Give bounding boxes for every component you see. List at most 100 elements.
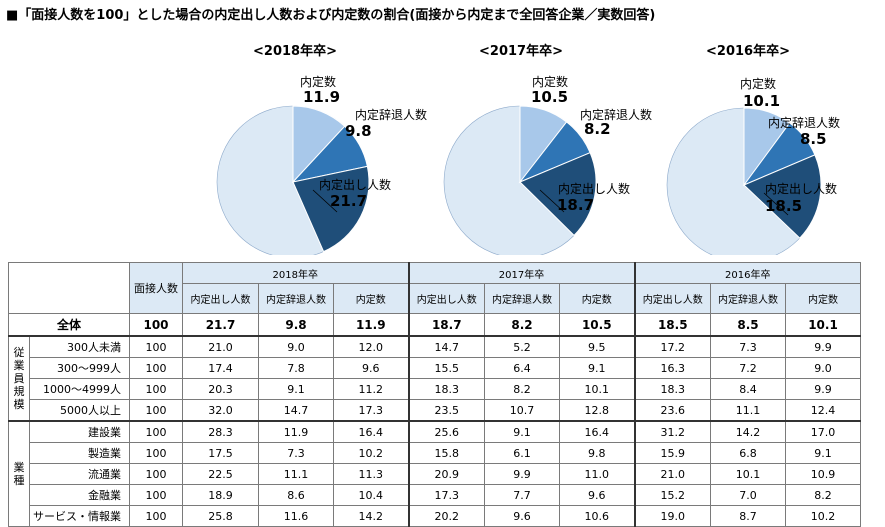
table-cell: 100 <box>129 463 183 485</box>
table-cell: 10.9 <box>785 463 861 485</box>
row-label: 300～999人 <box>29 357 130 379</box>
table-cell: 28.3 <box>182 420 259 443</box>
table-cell: 9.6 <box>559 484 635 506</box>
table-cell: 31.2 <box>633 420 711 443</box>
table-cell: 15.2 <box>633 484 711 506</box>
table-cell: 11.2 <box>333 378 409 400</box>
table-cell: 21.0 <box>182 335 259 358</box>
table-row: 1000～4999人 100 20.3 9.1 11.2 18.3 8.2 10.1 18.3 8… <box>9 378 861 400</box>
table-cell: 8.4 <box>710 378 786 400</box>
table-cell: 20.2 <box>407 505 485 527</box>
table-cell: 17.3 <box>407 484 485 506</box>
leader-line <box>763 192 789 216</box>
pie-chart-2016: <2016年卒> 内定数 10.1 内定辞退人数 8.5 内定出し人数 18.5 <box>648 40 848 255</box>
label-jitai-2016: 内定辞退人数 <box>768 116 841 130</box>
table-cell: 11.6 <box>258 505 334 527</box>
label-jitai-2018: 内定辞退人数 <box>355 108 428 122</box>
group-label: 業種 <box>8 420 30 527</box>
table-cell: 6.1 <box>484 442 560 464</box>
table-cell: 9.9 <box>785 335 861 358</box>
table-cell: 8.5 <box>710 313 786 337</box>
table-cell: 11.1 <box>710 399 786 422</box>
table-cell: 16.4 <box>333 420 409 443</box>
label-dashi-2018: 内定出し人数 <box>319 178 392 192</box>
table-row: 5000人以上 100 32.0 14.7 17.3 23.5 10.7 12.8 23.6 11… <box>9 399 861 422</box>
table-cell: 7.0 <box>710 484 786 506</box>
label-naitei-2017: 内定数 <box>532 75 569 89</box>
pie-svg-2018 <box>216 105 370 255</box>
table-cell: 21.0 <box>633 463 711 485</box>
pie-svg-2016 <box>666 107 822 255</box>
table-cell: 100 <box>129 505 183 527</box>
table-cell: 8.2 <box>484 313 560 337</box>
table-cell: 17.4 <box>182 357 259 379</box>
header-mensetsu: 面接人数 <box>129 262 183 314</box>
group-size: 従業員規模 300人未満 100 21.0 9.0 12.0 14.7 5.2 9.5 17.2 7… <box>8 335 861 422</box>
table-row-total: 全体 100 21.7 9.8 11.9 18.7 8.2 10.5 18.5 … <box>8 313 861 337</box>
value-dashi-2018: 21.7 <box>330 192 368 210</box>
header-col-dashi: 内定出し人数 <box>182 283 259 314</box>
table-cell: 10.4 <box>333 484 409 506</box>
slice-dashi <box>519 152 597 237</box>
table-cell: 8.7 <box>710 505 786 527</box>
table-cell: 14.7 <box>407 335 485 358</box>
table-row: 従業員規模 300人未満 100 21.0 9.0 12.0 14.7 5.2 9.5 17.2 7… <box>8 335 861 422</box>
table-cell: 9.1 <box>484 420 560 443</box>
group-industry: 業種 建設業 100 28.3 11.9 16.4 25.6 9.1 16.4 31.2 14.2 1… <box>8 420 861 527</box>
header-col-dashi: 内定出し人数 <box>407 283 485 314</box>
table-cell: 23.6 <box>633 399 711 422</box>
table-cell: 10.2 <box>785 505 861 527</box>
table-cell: 9.8 <box>559 442 635 464</box>
pie-title-2016: <2016年卒> <box>706 44 790 59</box>
leader-line <box>539 189 565 213</box>
row-label: 1000～4999人 <box>29 378 130 400</box>
header-col-naitei: 内定数 <box>785 283 861 314</box>
table-cell: 8.2 <box>484 378 560 400</box>
table-cell: 6.8 <box>710 442 786 464</box>
table-cell: 9.5 <box>559 335 635 358</box>
table-cell: 32.0 <box>182 399 259 422</box>
table-cell: 9.0 <box>785 357 861 379</box>
table-cell: 100 <box>129 313 183 337</box>
table-cell: 14.7 <box>258 399 334 422</box>
table-cell: 9.6 <box>484 505 560 527</box>
leader-line <box>312 189 338 213</box>
header-row-years: 面接人数 2018年卒 2017年卒 2016年卒 <box>8 262 861 314</box>
table-cell: 22.5 <box>182 463 259 485</box>
label-jitai-2017: 内定辞退人数 <box>580 108 653 122</box>
table-cell: 10.1 <box>710 463 786 485</box>
table-row: サービス・情報業 100 25.8 11.6 14.2 20.2 9.6 10.6 19.0 8.… <box>9 505 861 527</box>
table-cell: 9.1 <box>785 442 861 464</box>
table-cell: 11.9 <box>258 420 334 443</box>
table-cell: 5.2 <box>484 335 560 358</box>
table-cell: 11.3 <box>333 463 409 485</box>
table-cell: 100 <box>129 442 183 464</box>
table-cell: 9.6 <box>333 357 409 379</box>
table-cell: 7.3 <box>258 442 334 464</box>
label-naitei-2018: 内定数 <box>300 75 337 89</box>
table-row: 金融業 100 18.9 8.6 10.4 17.3 7.7 9.6 15.2 7.0 8.2 <box>9 484 861 506</box>
table-cell: 17.5 <box>182 442 259 464</box>
row-label: 流通業 <box>29 463 130 485</box>
table-row: 業種 建設業 100 28.3 11.9 16.4 25.6 9.1 16.4 31.2 14.2 1… <box>8 420 861 527</box>
header-blank <box>8 262 130 314</box>
table-cell: 23.5 <box>407 399 485 422</box>
table-cell: 7.7 <box>484 484 560 506</box>
table-cell: 10.7 <box>484 399 560 422</box>
table-cell: 11.1 <box>258 463 334 485</box>
table-cell: 14.2 <box>710 420 786 443</box>
table-cell: 19.0 <box>633 505 711 527</box>
table-cell: 10.6 <box>559 505 635 527</box>
label-dashi-2017: 内定出し人数 <box>558 182 631 196</box>
table-cell: 18.9 <box>182 484 259 506</box>
data-table: 面接人数 2018年卒 2017年卒 2016年卒 内定出し人数 内定辞退人数 … <box>8 262 861 527</box>
table-cell: 15.9 <box>633 442 711 464</box>
value-naitei-2018: 11.9 <box>303 88 341 106</box>
row-label: 300人未満 <box>29 335 130 358</box>
table-cell: 8.6 <box>258 484 334 506</box>
table-cell: 100 <box>129 484 183 506</box>
header-col-jitai: 内定辞退人数 <box>710 283 786 314</box>
row-label: 5000人以上 <box>29 399 130 422</box>
table-cell: 16.4 <box>559 420 635 443</box>
header-col-jitai: 内定辞退人数 <box>258 283 334 314</box>
